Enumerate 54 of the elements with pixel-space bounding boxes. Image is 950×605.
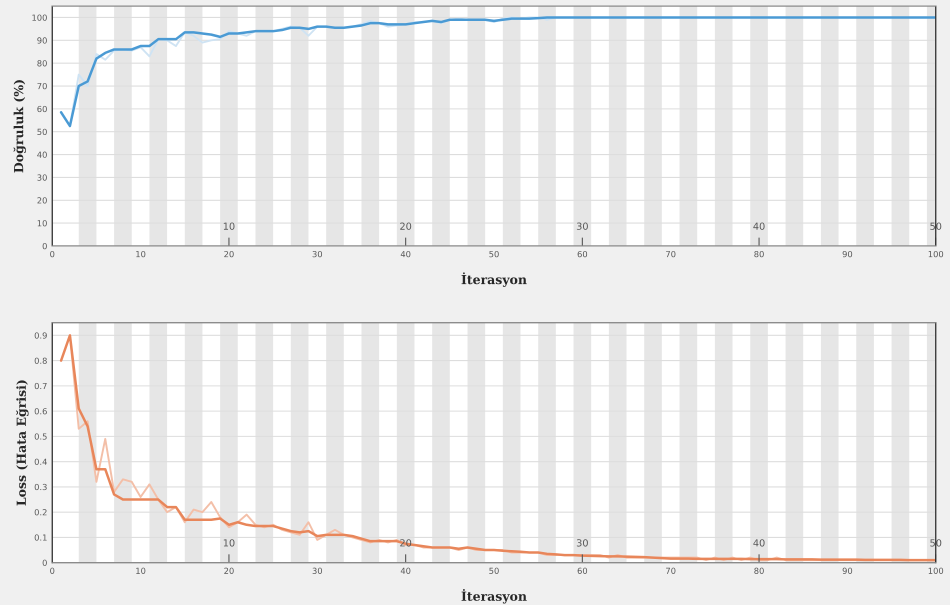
x-tick-label: 90 <box>842 250 852 258</box>
y-tick-label: 0.6 <box>34 408 47 414</box>
y-tick-label: 60 <box>37 106 47 112</box>
x2-tick-label: 10 <box>224 222 234 230</box>
x-tick-label: 10 <box>136 250 146 258</box>
x2-tick-label: 40 <box>753 539 765 547</box>
y-tick-label: 90 <box>37 37 47 44</box>
y-tick-label: 40 <box>37 152 47 158</box>
x-axis-title: İterasyon <box>462 589 527 604</box>
x-tick-label: 0 <box>50 250 54 258</box>
y-tick-label: 30 <box>37 174 47 181</box>
x-tick-label: 10 <box>136 568 146 574</box>
y-tick-label: 0.5 <box>34 433 47 440</box>
y-tick-label: 0.3 <box>34 484 47 490</box>
x-tick-label: 20 <box>224 250 234 258</box>
x-tick-label: 70 <box>666 568 676 574</box>
x-tick-label: 100 <box>928 250 944 258</box>
x2-tick-label: 10 <box>224 539 234 547</box>
x-tick-label: 70 <box>666 250 676 258</box>
x-tick-label: 30 <box>312 568 322 574</box>
y-tick-label: 0.1 <box>34 534 47 541</box>
y-tick-label: 10 <box>38 220 47 226</box>
y-tick-label: 20 <box>37 197 47 204</box>
x-tick-label: 40 <box>400 250 410 258</box>
x2-tick-label: 30 <box>576 539 588 547</box>
y-tick-label: 0 <box>42 242 47 250</box>
y-tick-label: 100 <box>32 14 47 21</box>
y-tick-label: 80 <box>37 60 47 66</box>
x2-tick-label: 30 <box>576 222 588 230</box>
x-tick-label: 30 <box>312 250 322 258</box>
x2-tick-label: 40 <box>753 222 765 230</box>
y-tick-label: 70 <box>37 83 47 90</box>
x2-tick-label: 20 <box>400 222 412 230</box>
x-tick-label: 80 <box>754 568 764 574</box>
y-tick-label: 0.2 <box>34 509 47 516</box>
x-tick-label: 50 <box>489 568 499 574</box>
y-tick-label: 0.4 <box>34 458 47 465</box>
x-axis-title: İterasyon <box>462 272 527 287</box>
x-tick-label: 60 <box>578 250 588 258</box>
y-tick-label: 0.8 <box>34 358 47 364</box>
x-tick-label: 100 <box>928 568 944 574</box>
x-tick-label: 50 <box>489 250 499 258</box>
y-tick-label: 0.9 <box>34 332 47 339</box>
x-tick-label: 60 <box>578 568 588 574</box>
x-tick-label: 80 <box>754 250 764 258</box>
y-tick-label: 0 <box>42 560 47 566</box>
x-tick-label: 40 <box>400 568 410 574</box>
x-tick-label: 90 <box>842 568 852 574</box>
x-tick-label: 0 <box>50 568 54 574</box>
x-tick-label: 20 <box>224 568 234 574</box>
y-axis-title: Doğruluk (%) <box>13 80 26 172</box>
y-axis-title: Loss (Hata Eğrisi) <box>16 380 29 506</box>
y-tick-label: 50 <box>37 128 47 136</box>
y-tick-label: 0.7 <box>34 382 47 390</box>
